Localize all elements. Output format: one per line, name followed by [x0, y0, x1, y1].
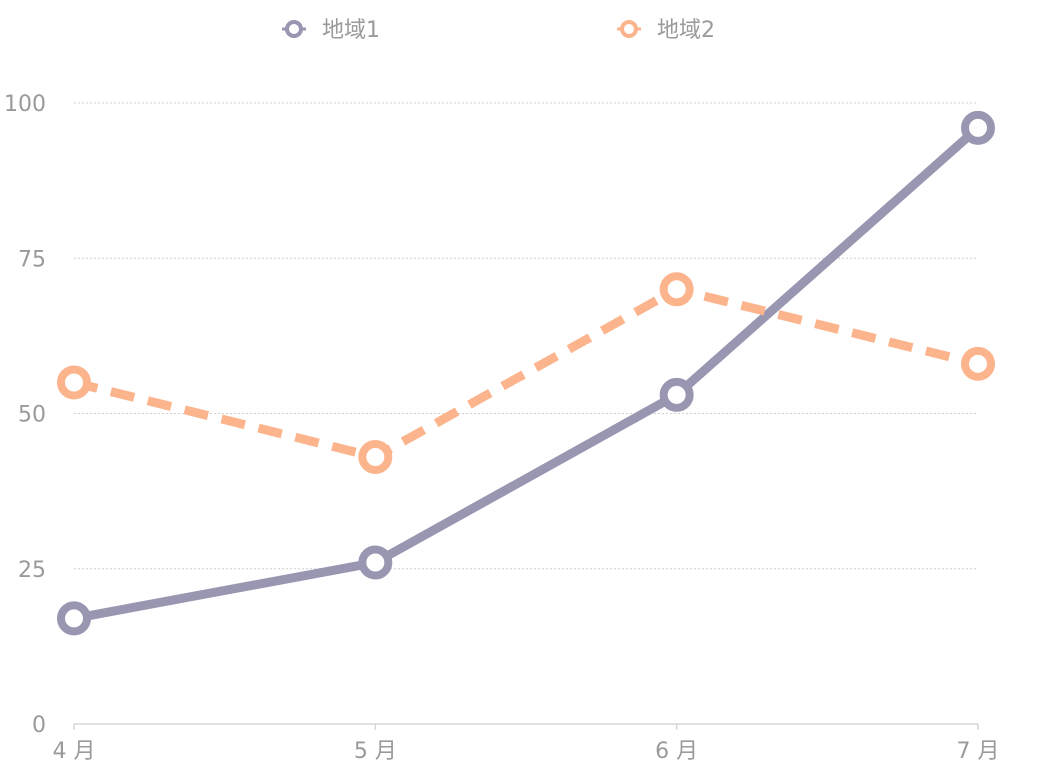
- series-2-point: [358, 439, 393, 474]
- series-line-1: [73, 124, 981, 623]
- legend-item-1[interactable]: 地域1: [282, 18, 380, 43]
- y-tick-label: 50: [18, 403, 46, 428]
- series-1-point: [961, 110, 995, 145]
- legend-marker-1: [285, 20, 303, 38]
- legend-item-2[interactable]: 地域2: [617, 18, 715, 43]
- x-tick-label: 7 月: [957, 739, 1000, 764]
- series: [57, 110, 995, 636]
- series-2-point: [659, 272, 694, 307]
- x-tick-label: 4 月: [53, 739, 96, 764]
- series-1-point: [358, 545, 393, 580]
- y-tick-label: 25: [18, 558, 46, 583]
- series-1-point: [659, 377, 694, 412]
- grid-lines: [74, 102, 978, 570]
- series-2-point: [57, 365, 91, 400]
- x-tick-label: 5 月: [354, 739, 397, 764]
- axes: 0 25 50 75 100 4 月 5 月 6 月 7 月: [4, 92, 1000, 764]
- legend[interactable]: 地域1 地域2: [282, 18, 715, 43]
- series-2-point: [961, 346, 995, 381]
- y-tick-label: 75: [18, 247, 46, 272]
- y-tick-label: 100: [4, 92, 46, 117]
- legend-label-1: 地域1: [322, 18, 380, 43]
- legend-label-2: 地域2: [657, 18, 715, 43]
- series-line-2: [72, 284, 980, 462]
- series-1-point: [57, 601, 91, 636]
- y-tick-label: 0: [32, 713, 46, 738]
- x-tick-label: 6 月: [655, 739, 698, 764]
- legend-marker-2: [620, 20, 638, 38]
